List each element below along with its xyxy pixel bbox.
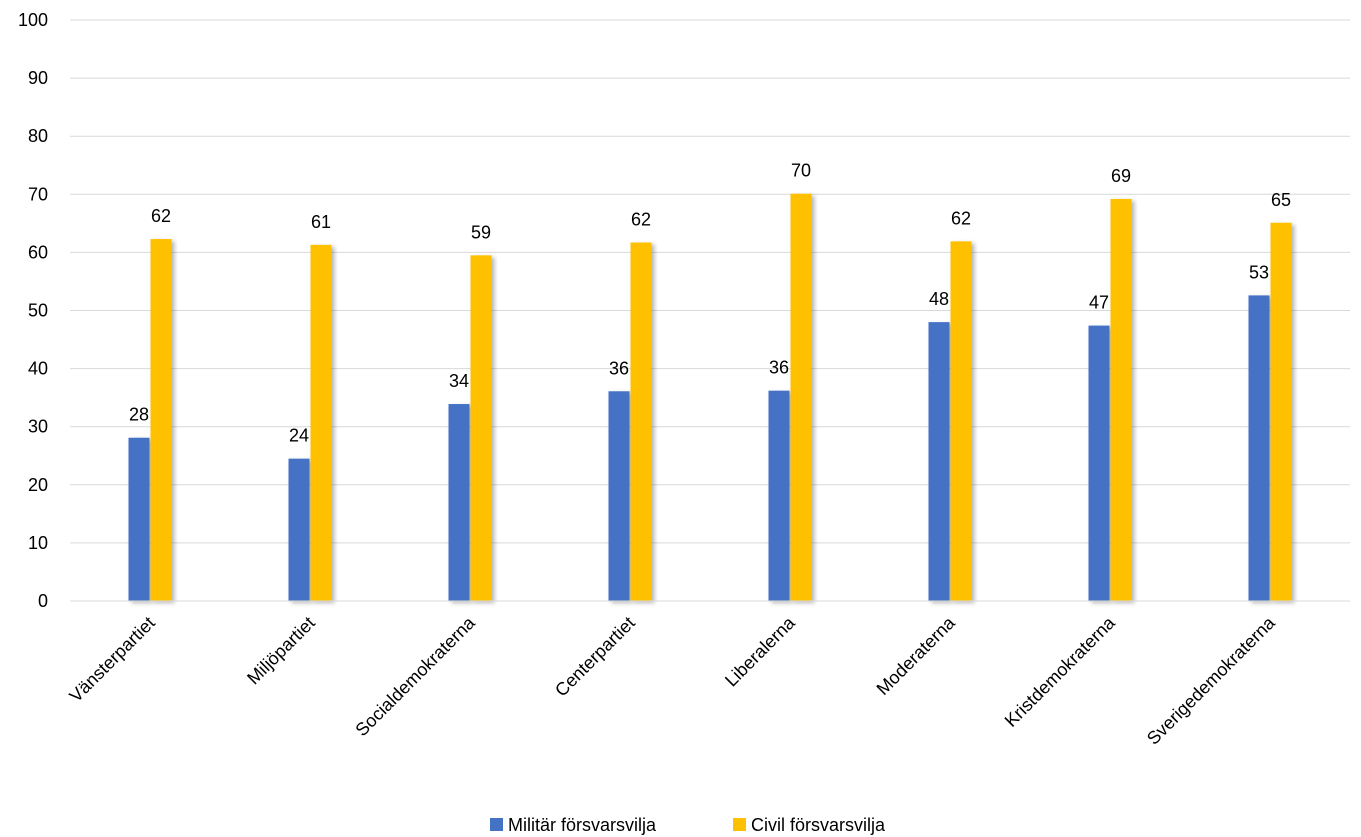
bar-civil (150, 239, 172, 602)
y-tick-label: 90 (28, 68, 48, 88)
data-label: 61 (311, 212, 331, 232)
data-label: 47 (1089, 293, 1109, 313)
y-tick-label: 50 (28, 301, 48, 321)
data-label: 24 (289, 426, 309, 446)
x-category-label: Moderaterna (873, 612, 960, 699)
bar-militar (128, 437, 150, 601)
x-category-label: Sverigedemokraterna (1143, 612, 1280, 749)
bar-civil (310, 244, 332, 602)
bar-militar (448, 404, 470, 601)
y-tick-label: 60 (28, 242, 48, 262)
data-label: 28 (129, 405, 149, 425)
bar-civil (630, 242, 652, 601)
y-tick-label: 80 (28, 126, 48, 146)
data-label: 53 (1249, 262, 1269, 282)
data-label: 62 (951, 208, 971, 228)
x-category-label: Socialdemokraterna (351, 612, 479, 740)
legend: Militär försvarsvilja Civil försvarsvilja (490, 815, 886, 835)
x-category-label: Vänsterpartiet (65, 613, 158, 706)
legend-label: Civil försvarsvilja (751, 815, 886, 835)
gridlines (70, 19, 1350, 602)
data-label: 70 (791, 161, 811, 181)
bar-civil (1110, 198, 1132, 601)
x-category-label: Liberalerna (721, 612, 800, 691)
bar-civil (470, 255, 492, 601)
x-category-label: Kristdemokraterna (1001, 612, 1120, 731)
bar-civil (790, 193, 812, 601)
y-tick-label: 30 (28, 417, 48, 437)
data-label: 65 (1271, 190, 1291, 210)
y-tick-label: 10 (28, 533, 48, 553)
bar-militar (1088, 325, 1110, 601)
y-tick-label: 20 (28, 475, 48, 495)
data-label: 34 (449, 371, 469, 391)
data-label: 62 (151, 206, 171, 226)
x-axis: Vänsterpartiet Miljöpartiet Socialdemokrat… (65, 600, 1350, 749)
legend-swatch-civil (733, 818, 746, 831)
legend-label: Militär försvarsvilja (508, 815, 657, 835)
y-tick-label: 70 (28, 184, 48, 204)
y-tick-label: 0 (38, 591, 48, 611)
bar-militar (928, 322, 950, 601)
data-label: 69 (1111, 166, 1131, 186)
bars (128, 193, 1292, 602)
data-label: 36 (769, 358, 789, 378)
y-axis: 0 10 20 30 40 50 60 70 80 90 100 (18, 10, 48, 611)
data-label: 59 (471, 222, 491, 242)
y-tick-label: 100 (18, 10, 48, 30)
bar-civil (1270, 222, 1292, 602)
x-category-label: Miljöpartiet (243, 613, 319, 689)
legend-swatch-militar (490, 818, 503, 831)
bar-militar (1248, 295, 1270, 601)
bar-militar (608, 391, 630, 601)
x-category-label: Centerpartiet (551, 613, 639, 701)
data-label: 36 (609, 358, 629, 378)
bar-civil (950, 241, 972, 601)
bar-militar (288, 458, 310, 601)
bar-militar (768, 390, 790, 601)
data-label: 62 (631, 210, 651, 230)
y-tick-label: 40 (28, 359, 48, 379)
data-labels: 28 62 24 61 34 59 36 62 36 70 48 62 47 69 53 65 (129, 161, 1291, 446)
data-label: 48 (929, 289, 949, 309)
